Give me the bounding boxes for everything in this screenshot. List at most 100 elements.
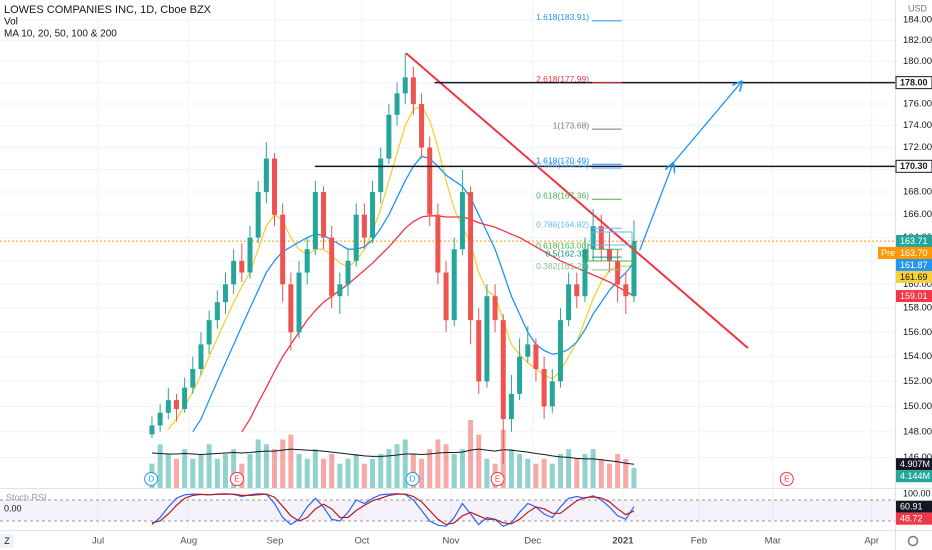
volume-bar (214, 458, 220, 488)
candle-body (206, 320, 212, 345)
candle-body (533, 344, 539, 369)
candle-body (304, 249, 310, 273)
price-tag-label: 170.30 (900, 161, 928, 171)
scale-button-label[interactable]: Z (4, 536, 10, 546)
volume-bar (468, 420, 474, 488)
volume-bar (378, 454, 384, 488)
scale-button[interactable] (0, 534, 14, 548)
y-tick-label: 154.00 (903, 351, 932, 362)
candle-body (345, 260, 351, 285)
x-tick-label: Mar (765, 536, 781, 547)
stoch-band (0, 500, 895, 521)
volume-bar (361, 463, 367, 488)
candle-body (214, 302, 220, 321)
stoch-pane (0, 493, 895, 527)
volume-bar (557, 454, 563, 488)
x-tick-label: Oct (355, 536, 370, 547)
volume-bar (476, 434, 482, 488)
volume-bar (402, 439, 408, 488)
x-tick-label: Nov (443, 536, 460, 547)
volume-bar (370, 458, 376, 488)
candle-body (492, 296, 498, 321)
candle-body (615, 260, 621, 285)
price-tag (896, 470, 932, 483)
settings-icon[interactable] (907, 535, 919, 547)
candle-body (525, 344, 531, 357)
legend-ma: MA 10, 20, 50, 100 & 200 (4, 29, 117, 40)
candle-body (402, 77, 408, 94)
y-tick-label: 152.00 (903, 376, 932, 387)
y-tick-label: 150.00 (903, 401, 932, 412)
y-tick-label: 160.00 (903, 279, 932, 290)
volume-bar (631, 467, 637, 488)
price-tag-label: 159.01 (900, 291, 928, 301)
price-tag (896, 512, 932, 525)
volume-bar (280, 439, 286, 488)
y-tick-label: 148.00 (903, 426, 932, 437)
candle-body (557, 320, 563, 382)
candle-body (247, 237, 253, 273)
volume-bar (606, 463, 612, 488)
price-tag-label: 48.72 (900, 514, 923, 524)
candle-body (386, 114, 392, 159)
x-tick-label: Sep (266, 536, 283, 547)
candle-body (468, 192, 474, 321)
volume-bar (590, 449, 596, 488)
y-tick-label: 182.00 (903, 35, 932, 46)
candle-body (370, 192, 376, 238)
x-tick-label: Dec (524, 536, 541, 547)
candle-body (231, 260, 237, 285)
volume-bar (222, 454, 228, 488)
candle-body (182, 387, 188, 409)
candle-body (410, 77, 416, 105)
volume-bar (459, 449, 465, 488)
y-tick-label: 184.00 (903, 14, 932, 25)
volume-bar (574, 458, 580, 488)
volume-bar (206, 444, 212, 488)
volume-bar (321, 458, 327, 488)
fib-label: 0.382(161.23) (536, 261, 589, 271)
x-tick-label: 2021 (612, 536, 634, 547)
fib-label: 2.618(177.99) (536, 74, 589, 84)
candle-body (427, 147, 433, 215)
volume-bar (272, 449, 278, 488)
price-tag-label: 178.00 (900, 78, 928, 88)
volume-bar (190, 458, 196, 488)
fib-label: 1.618(183.91) (536, 12, 589, 22)
volume-bar (451, 454, 457, 488)
volume-bar (255, 439, 261, 488)
moving-average (167, 105, 635, 430)
candle-body (631, 240, 637, 297)
candle-body (574, 284, 580, 297)
volume-bar (263, 444, 269, 488)
candle-body (296, 272, 302, 333)
fib-label: 0.618(167.36) (536, 191, 589, 201)
volume-bar (353, 454, 359, 488)
price-tag (896, 458, 932, 471)
candle-body (361, 214, 367, 238)
candle-body (484, 296, 490, 382)
main-pane: 1.618(183.91) 2.618(177.99) 1(173.68) 1.618… (0, 12, 895, 488)
volume-bar (435, 439, 441, 488)
y-tick-label: 172.00 (903, 142, 932, 153)
volume-bar (173, 458, 179, 488)
volume-bar (182, 449, 188, 488)
candle-body (623, 284, 629, 297)
y-tick-label: 168.00 (903, 187, 932, 198)
price-tag-label: 4.907M (900, 459, 930, 469)
x-tick-label: Jul (92, 536, 104, 547)
price-tag-label: 163.70 (900, 248, 928, 258)
price-tag (895, 159, 932, 173)
x-tick-label: Feb (691, 536, 707, 547)
fib-label: 1(173.68) (553, 120, 590, 130)
price-tag (895, 76, 932, 90)
volume-bar (566, 449, 572, 488)
event-label: E (784, 475, 789, 484)
candle-body (508, 393, 514, 420)
pre-market-tag (878, 246, 932, 259)
y-tick-label: 180.00 (903, 56, 932, 67)
candle-body (541, 368, 547, 407)
candle-body (337, 284, 343, 297)
volume-bar (549, 463, 555, 488)
fib-label: 0.786(170.14) (536, 159, 589, 169)
